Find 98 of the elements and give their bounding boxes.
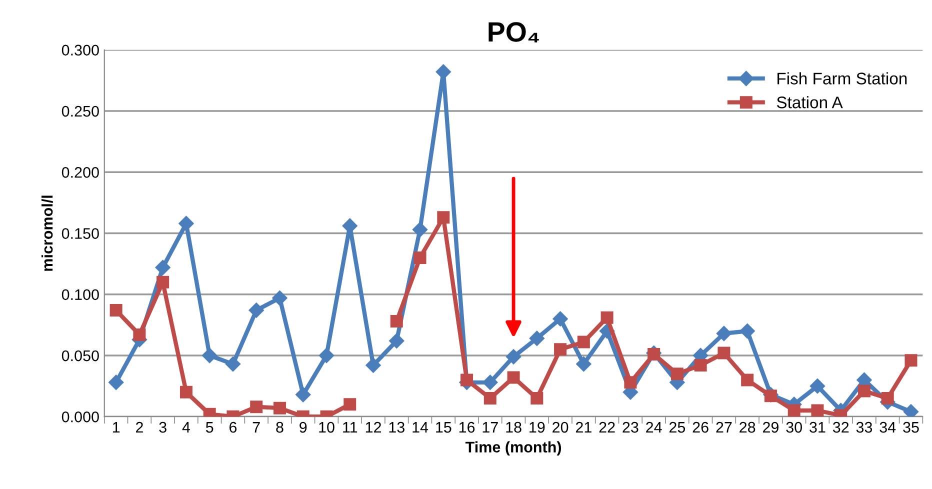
point [648, 348, 660, 361]
point [110, 304, 122, 317]
x-tick-label: 8 [276, 422, 284, 433]
x-tick-label: 15 [436, 422, 452, 433]
x-tick-label: 35 [903, 422, 919, 433]
point [248, 302, 264, 318]
x-tick-label: 9 [300, 422, 307, 433]
x-tick-label: 25 [669, 422, 686, 433]
point [484, 392, 496, 405]
point [389, 333, 404, 348]
point [670, 368, 684, 380]
point [155, 260, 170, 276]
x-tick-label: 3 [159, 422, 166, 433]
point [694, 359, 707, 372]
point [740, 323, 755, 339]
x-tick-label: 29 [762, 422, 778, 433]
point [482, 374, 498, 390]
x-tick-label: 7 [252, 422, 260, 433]
x-tick-label: 23 [622, 422, 638, 433]
x-axis-title: Time (month) [465, 441, 562, 456]
y-tick-label: 0.200 [62, 166, 99, 178]
x-tick-label: 28 [740, 422, 756, 433]
point [788, 404, 800, 417]
x-tick-label: 2 [136, 422, 143, 433]
point [344, 398, 356, 411]
x-tick-label: 21 [576, 422, 592, 433]
point [390, 315, 403, 328]
x-tick-label: 14 [412, 422, 428, 433]
point [412, 222, 428, 238]
x-tick-label: 24 [646, 422, 662, 433]
point [202, 348, 218, 364]
point [507, 371, 520, 384]
y-tick-label: 0.300 [62, 44, 99, 56]
point [156, 276, 170, 288]
x-tick-label: 18 [506, 422, 522, 433]
point [858, 384, 870, 398]
point [554, 343, 567, 356]
y-axis-title: micromol/l [42, 196, 53, 271]
point [133, 328, 146, 341]
point [178, 216, 194, 232]
point [577, 336, 590, 348]
point [764, 390, 777, 402]
point [273, 402, 286, 414]
point [811, 404, 824, 417]
x-tick-label: 12 [366, 422, 381, 433]
y-tick-label: 0.150 [62, 228, 99, 239]
x-tick-label: 33 [856, 422, 872, 433]
legend-label: Station A [776, 96, 843, 108]
point [318, 348, 334, 364]
x-tick-label: 16 [459, 422, 475, 433]
x-tick-label: 10 [319, 422, 334, 433]
x-tick-label: 31 [810, 422, 826, 433]
point [741, 374, 754, 386]
point [600, 311, 614, 324]
x-tick-label: 30 [786, 422, 802, 433]
point [624, 376, 637, 389]
legend-label: Fish Farm Station [778, 72, 907, 84]
point [716, 326, 732, 342]
y-tick-label: 0.250 [62, 106, 99, 117]
x-tick-label: 13 [389, 422, 404, 433]
point [881, 392, 894, 405]
point [903, 404, 919, 417]
point [810, 378, 826, 394]
point [180, 386, 192, 398]
x-tick-label: 34 [880, 422, 896, 433]
point [296, 387, 311, 402]
x-tick-label: 27 [716, 422, 732, 433]
point [718, 346, 730, 360]
point [366, 358, 381, 373]
point [272, 290, 288, 306]
x-tick-label: 19 [530, 422, 545, 433]
x-tick-label: 17 [482, 422, 498, 433]
point [530, 392, 544, 405]
point [576, 356, 592, 372]
x-tick-label: 20 [552, 422, 568, 433]
x-tick-label: 32 [832, 422, 849, 433]
x-tick-label: 11 [343, 422, 358, 433]
x-tick-label: 1 [112, 422, 120, 433]
point [506, 349, 522, 364]
point [529, 330, 544, 346]
point [437, 211, 450, 224]
x-tick-label: 26 [692, 422, 708, 433]
point [460, 374, 474, 386]
y-tick-label: 0.050 [62, 350, 99, 362]
x-tick-label: 5 [206, 422, 214, 433]
point [108, 374, 124, 390]
chart-title: PO₄ [488, 22, 539, 42]
y-tick-label: 0.000 [62, 411, 99, 422]
x-tick-label: 6 [230, 422, 237, 433]
point [904, 354, 918, 367]
x-tick-label: 4 [182, 422, 190, 433]
point [436, 64, 451, 80]
point [225, 356, 241, 372]
point [250, 400, 263, 414]
point [414, 251, 426, 264]
point [552, 311, 568, 326]
y-tick-label: 0.100 [62, 289, 99, 300]
x-tick-label: 22 [599, 422, 615, 433]
